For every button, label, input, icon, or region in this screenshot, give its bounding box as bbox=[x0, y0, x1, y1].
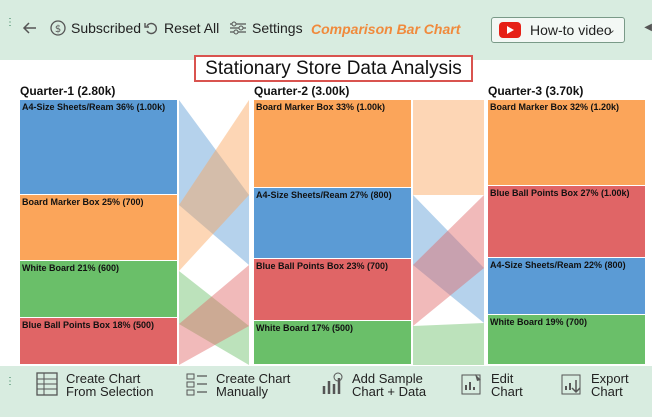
howto-video-dropdown[interactable]: How-to video ⌄ bbox=[491, 17, 625, 43]
bar-segment[interactable]: Blue Ball Points Box 18% (500) bbox=[20, 317, 177, 365]
create-selection-line2: From Selection bbox=[66, 384, 154, 399]
flow-q1-q2-a4 bbox=[179, 100, 249, 265]
export-chart-line1: Export bbox=[591, 371, 629, 386]
dollar-icon: $ bbox=[50, 20, 66, 36]
bar-segment-label: White Board 21% (600) bbox=[22, 262, 120, 273]
create-manually-line1: Create Chart bbox=[216, 371, 291, 386]
bar-segment-label: Board Marker Box 25% (700) bbox=[22, 196, 144, 207]
bottom-toolbar: ⋮ bbox=[0, 366, 652, 417]
youtube-icon bbox=[499, 22, 521, 38]
edit-chart-line1: Edit bbox=[491, 371, 514, 386]
back-arrow-icon bbox=[22, 20, 38, 36]
bar-segment[interactable]: Blue Ball Points Box 27% (1.00k) bbox=[488, 185, 645, 258]
create-from-selection-button[interactable]: Create Chart From Selection bbox=[36, 372, 153, 398]
table-icon bbox=[36, 372, 58, 398]
subscribed-label: Subscribed bbox=[71, 20, 142, 36]
bar-segment-label: Board Marker Box 33% (1.00k) bbox=[256, 102, 386, 112]
flow-q1-q2-whiteboard bbox=[179, 271, 249, 365]
bar-segment-label: White Board 19% (700) bbox=[490, 316, 588, 327]
chevron-down-icon: ⌄ bbox=[606, 24, 616, 36]
flow-q2-q3-a4 bbox=[413, 195, 484, 323]
flow-q2-q3-whiteboard bbox=[413, 323, 484, 365]
settings-label: Settings bbox=[252, 20, 303, 36]
bar-segment[interactable]: Board Marker Box 25% (700) bbox=[20, 194, 177, 261]
reset-all-label: Reset All bbox=[164, 20, 220, 36]
bar-segment[interactable]: A4-Size Sheets/Ream 27% (800) bbox=[254, 188, 411, 259]
export-chart-button[interactable]: Export Chart bbox=[561, 372, 629, 398]
bar-segment[interactable]: White Board 17% (500) bbox=[254, 320, 411, 365]
chart-title: Stationary Store Data Analysis bbox=[194, 55, 473, 82]
create-manually-button[interactable]: Create Chart Manually bbox=[186, 372, 290, 398]
svg-text:$: $ bbox=[55, 24, 61, 35]
edit-chart-line2: Chart bbox=[491, 384, 523, 399]
quarter-label-1: Quarter-1 (2.80k) bbox=[20, 84, 116, 98]
bar-segment-label: Blue Ball Points Box 27% (1.00k) bbox=[490, 187, 630, 198]
reset-all-button[interactable]: Reset All bbox=[143, 20, 219, 36]
export-chart-line2: Chart bbox=[591, 384, 623, 399]
flow-q2-q3-ballpoint bbox=[413, 195, 484, 326]
edit-chart-button[interactable]: Edit Chart bbox=[461, 372, 523, 398]
bar-segment[interactable]: Board Marker Box 33% (1.00k) bbox=[254, 100, 411, 189]
form-list-icon bbox=[186, 372, 208, 398]
bar-segment-label: Blue Ball Points Box 18% (500) bbox=[22, 319, 155, 330]
bar-segment-label: White Board 17% (500) bbox=[256, 322, 354, 333]
bar-segment-label: Board Marker Box 32% (1.20k) bbox=[490, 102, 620, 112]
undo-icon bbox=[143, 20, 159, 36]
chart-name-link[interactable]: Comparison Bar Chart bbox=[311, 21, 461, 37]
bar-segment[interactable]: White Board 21% (600) bbox=[20, 260, 177, 318]
bar-segment[interactable]: A4-Size Sheets/Ream 22% (800) bbox=[488, 257, 645, 315]
add-sample-button[interactable]: Add Sample Chart + Data bbox=[322, 372, 426, 398]
bar-segment[interactable]: White Board 19% (700) bbox=[488, 314, 645, 365]
top-toolbar: ⋮ $ Subscribed Reset All Settings Compar… bbox=[0, 0, 652, 60]
create-manually-line2: Manually bbox=[216, 384, 269, 399]
howto-label: How-to video bbox=[530, 22, 612, 38]
subscribed-button[interactable]: $ Subscribed bbox=[50, 20, 141, 36]
add-sample-line2: Chart + Data bbox=[352, 384, 427, 399]
flow-q1-q2-marker bbox=[179, 100, 249, 271]
export-chart-icon bbox=[561, 372, 583, 398]
back-button[interactable] bbox=[22, 20, 43, 36]
bar-segment[interactable]: A4-Size Sheets/Ream 36% (1.00k) bbox=[20, 100, 177, 195]
edit-chart-icon bbox=[461, 372, 483, 398]
bottom-toolbar-grip[interactable]: ⋮ bbox=[5, 376, 15, 387]
bar-segment[interactable]: Board Marker Box 32% (1.20k) bbox=[488, 100, 645, 186]
bar-segment-label: Blue Ball Points Box 23% (700) bbox=[256, 261, 389, 271]
bar-segment[interactable]: Blue Ball Points Box 23% (700) bbox=[254, 259, 411, 321]
collapse-arrow-icon[interactable]: ◀ bbox=[644, 22, 652, 33]
create-selection-line1: Create Chart bbox=[66, 371, 141, 386]
bar-segment-label: A4-Size Sheets/Ream 36% (1.00k) bbox=[22, 102, 166, 112]
settings-button[interactable]: Settings bbox=[229, 20, 303, 36]
sliders-icon bbox=[229, 20, 247, 36]
sample-chart-icon bbox=[322, 372, 344, 398]
add-sample-line1: Add Sample bbox=[352, 371, 423, 386]
flow-q1-q2-ballpoint bbox=[179, 265, 249, 365]
flow-q2-q3-marker bbox=[413, 100, 484, 195]
quarter-label-2: Quarter-2 (3.00k) bbox=[254, 84, 350, 98]
bar-segment-label: A4-Size Sheets/Ream 27% (800) bbox=[256, 190, 392, 201]
bar-segment-label: A4-Size Sheets/Ream 22% (800) bbox=[490, 259, 626, 270]
quarter-label-3: Quarter-3 (3.70k) bbox=[488, 84, 584, 98]
